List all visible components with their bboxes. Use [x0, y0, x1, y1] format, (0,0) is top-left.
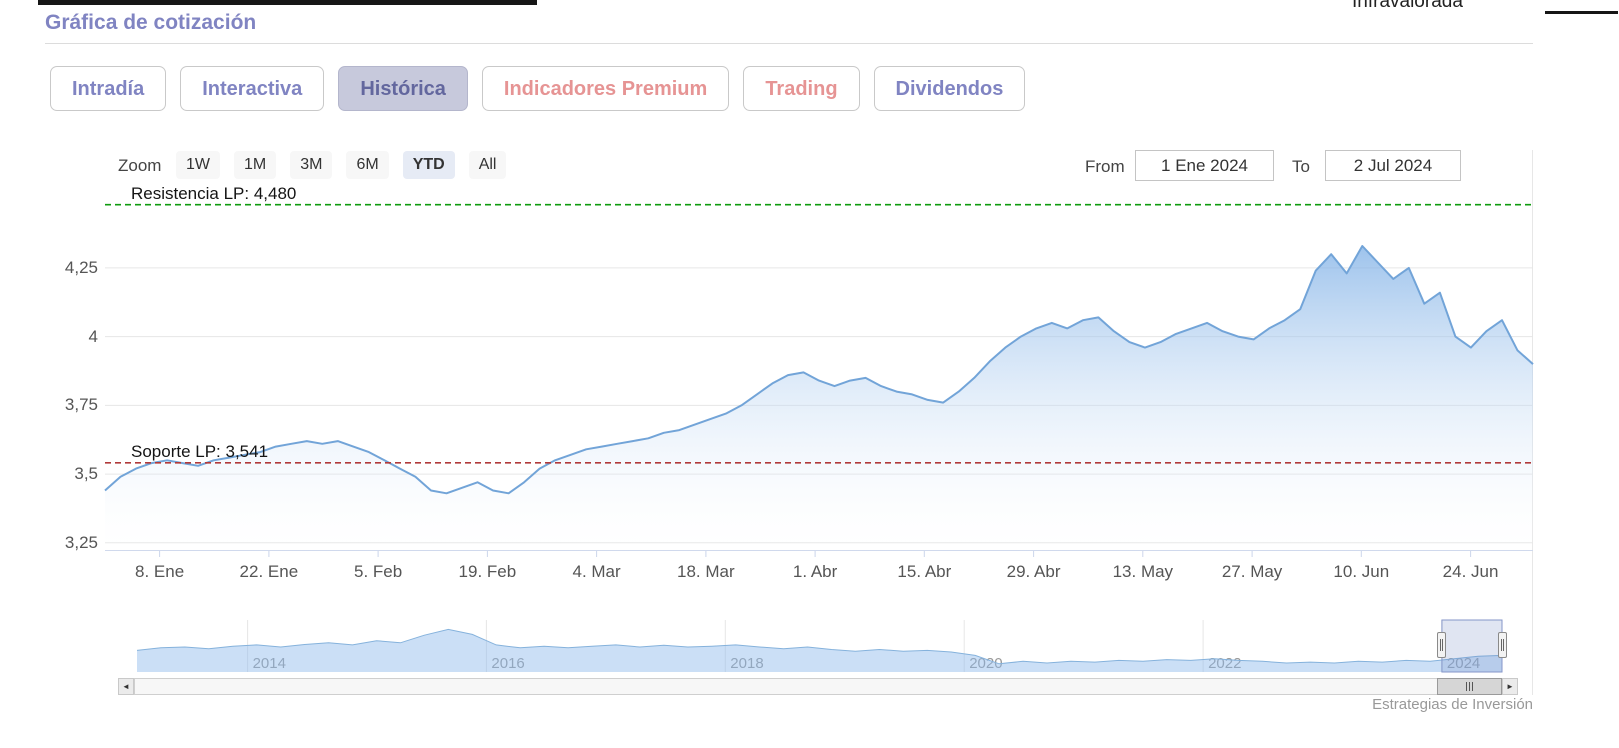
y-tick-label: 3,25: [64, 532, 98, 552]
tab-interactiva[interactable]: Interactiva: [180, 66, 325, 111]
x-tick-label: 4. Mar: [572, 562, 621, 581]
scrollbar-thumb[interactable]: [1437, 678, 1502, 695]
tab-dividendos[interactable]: Dividendos: [873, 66, 1026, 111]
svg-text:2018: 2018: [730, 655, 763, 672]
chart-credit[interactable]: Estrategias de Inversión: [1372, 696, 1533, 713]
resistance-label: Resistencia LP: 4,480: [131, 183, 297, 203]
page-title: Gráfica de cotización: [45, 11, 257, 34]
tab-intradia[interactable]: Intradía: [50, 66, 167, 111]
zoom-button-ytd[interactable]: YTD: [402, 151, 455, 179]
top-clipped-bar: [38, 0, 537, 5]
price-chart[interactable]: [104, 191, 1534, 559]
y-tick-label: 4,25: [64, 257, 98, 277]
tab-indicadores-premium[interactable]: Indicadores Premium: [481, 66, 730, 111]
zoom-buttons: 1W 1M 3M 6M YTD All: [176, 151, 507, 179]
x-tick-label: 24. Jun: [1442, 562, 1499, 581]
top-right-clipped-line: [1545, 11, 1618, 14]
scrollbar-left-arrow[interactable]: ◄: [118, 678, 134, 695]
x-tick-label: 13. May: [1112, 562, 1174, 581]
x-tick-label: 22. Ene: [239, 562, 299, 581]
x-tick-label: 15. Abr: [897, 562, 952, 581]
x-tick-label: 8. Ene: [135, 562, 185, 581]
to-date-input[interactable]: [1325, 150, 1461, 181]
x-tick-label: 5. Feb: [354, 562, 403, 581]
tab-trading[interactable]: Trading: [743, 66, 860, 111]
navigator-left-handle[interactable]: [1437, 632, 1447, 658]
navigator[interactable]: 201420162018202020222024: [136, 619, 1503, 673]
x-tick-label: 27. May: [1221, 562, 1283, 581]
scrollbar-right-arrow[interactable]: ►: [1502, 678, 1518, 695]
scrollbar-track[interactable]: [134, 678, 1502, 695]
svg-text:2020: 2020: [969, 655, 1002, 672]
x-tick-label: 19. Feb: [458, 562, 517, 581]
zoom-button-6m[interactable]: 6M: [346, 151, 389, 179]
zoom-button-all[interactable]: All: [468, 151, 507, 179]
y-tick-label: 3,5: [74, 464, 98, 484]
scrollbar: ◄ ►: [118, 678, 1518, 695]
to-label: To: [1292, 157, 1310, 176]
x-tick-label: 18. Mar: [677, 562, 735, 581]
svg-text:2024: 2024: [1447, 655, 1480, 672]
x-tick-label: 29. Abr: [1006, 562, 1061, 581]
y-tick-label: 3,75: [64, 395, 98, 415]
navigator-right-handle[interactable]: [1497, 632, 1507, 658]
x-tick-label: 1. Abr: [792, 562, 838, 581]
zoom-label: Zoom: [118, 156, 162, 175]
from-label: From: [1085, 157, 1125, 176]
zoom-button-3m[interactable]: 3M: [290, 151, 333, 179]
tab-historica[interactable]: Histórica: [338, 66, 468, 111]
top-right-partial-label: Infravalorada: [1352, 0, 1463, 12]
x-tick-label: 10. Jun: [1333, 562, 1390, 581]
zoom-button-1m[interactable]: 1M: [234, 151, 277, 179]
chart-tabs: Intradía Interactiva Histórica Indicador…: [50, 66, 1026, 111]
y-tick-label: 4: [88, 326, 98, 346]
from-date-input[interactable]: [1135, 150, 1274, 181]
zoom-button-1w[interactable]: 1W: [176, 151, 220, 179]
title-divider: [45, 43, 1533, 44]
svg-text:2014: 2014: [253, 655, 286, 672]
svg-text:2016: 2016: [491, 655, 524, 672]
support-label: Soporte LP: 3,541: [131, 441, 269, 461]
